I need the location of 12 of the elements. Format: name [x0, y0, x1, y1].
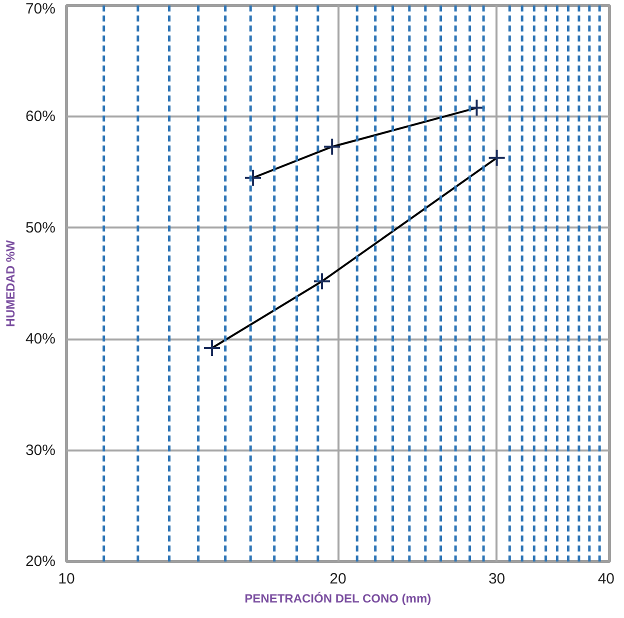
y-tick-label: 50%	[25, 219, 56, 236]
x-tick-label: 20	[330, 570, 346, 588]
y-tick-label: 70%	[25, 0, 56, 18]
x-tick-label: 40	[598, 570, 615, 588]
y-axis-title: HUMEDAD %W	[3, 239, 18, 327]
x-axis-title: PENETRACIÓN DEL CONO (mm)	[244, 592, 432, 606]
y-tick-label: 60%	[25, 108, 56, 126]
y-tick-label: 20%	[25, 553, 56, 570]
x-tick-label: 10	[58, 570, 75, 588]
x-tick-label: 30	[488, 570, 506, 588]
y-tick-label: 40%	[25, 330, 56, 348]
y-tick-label: 30%	[25, 442, 56, 459]
